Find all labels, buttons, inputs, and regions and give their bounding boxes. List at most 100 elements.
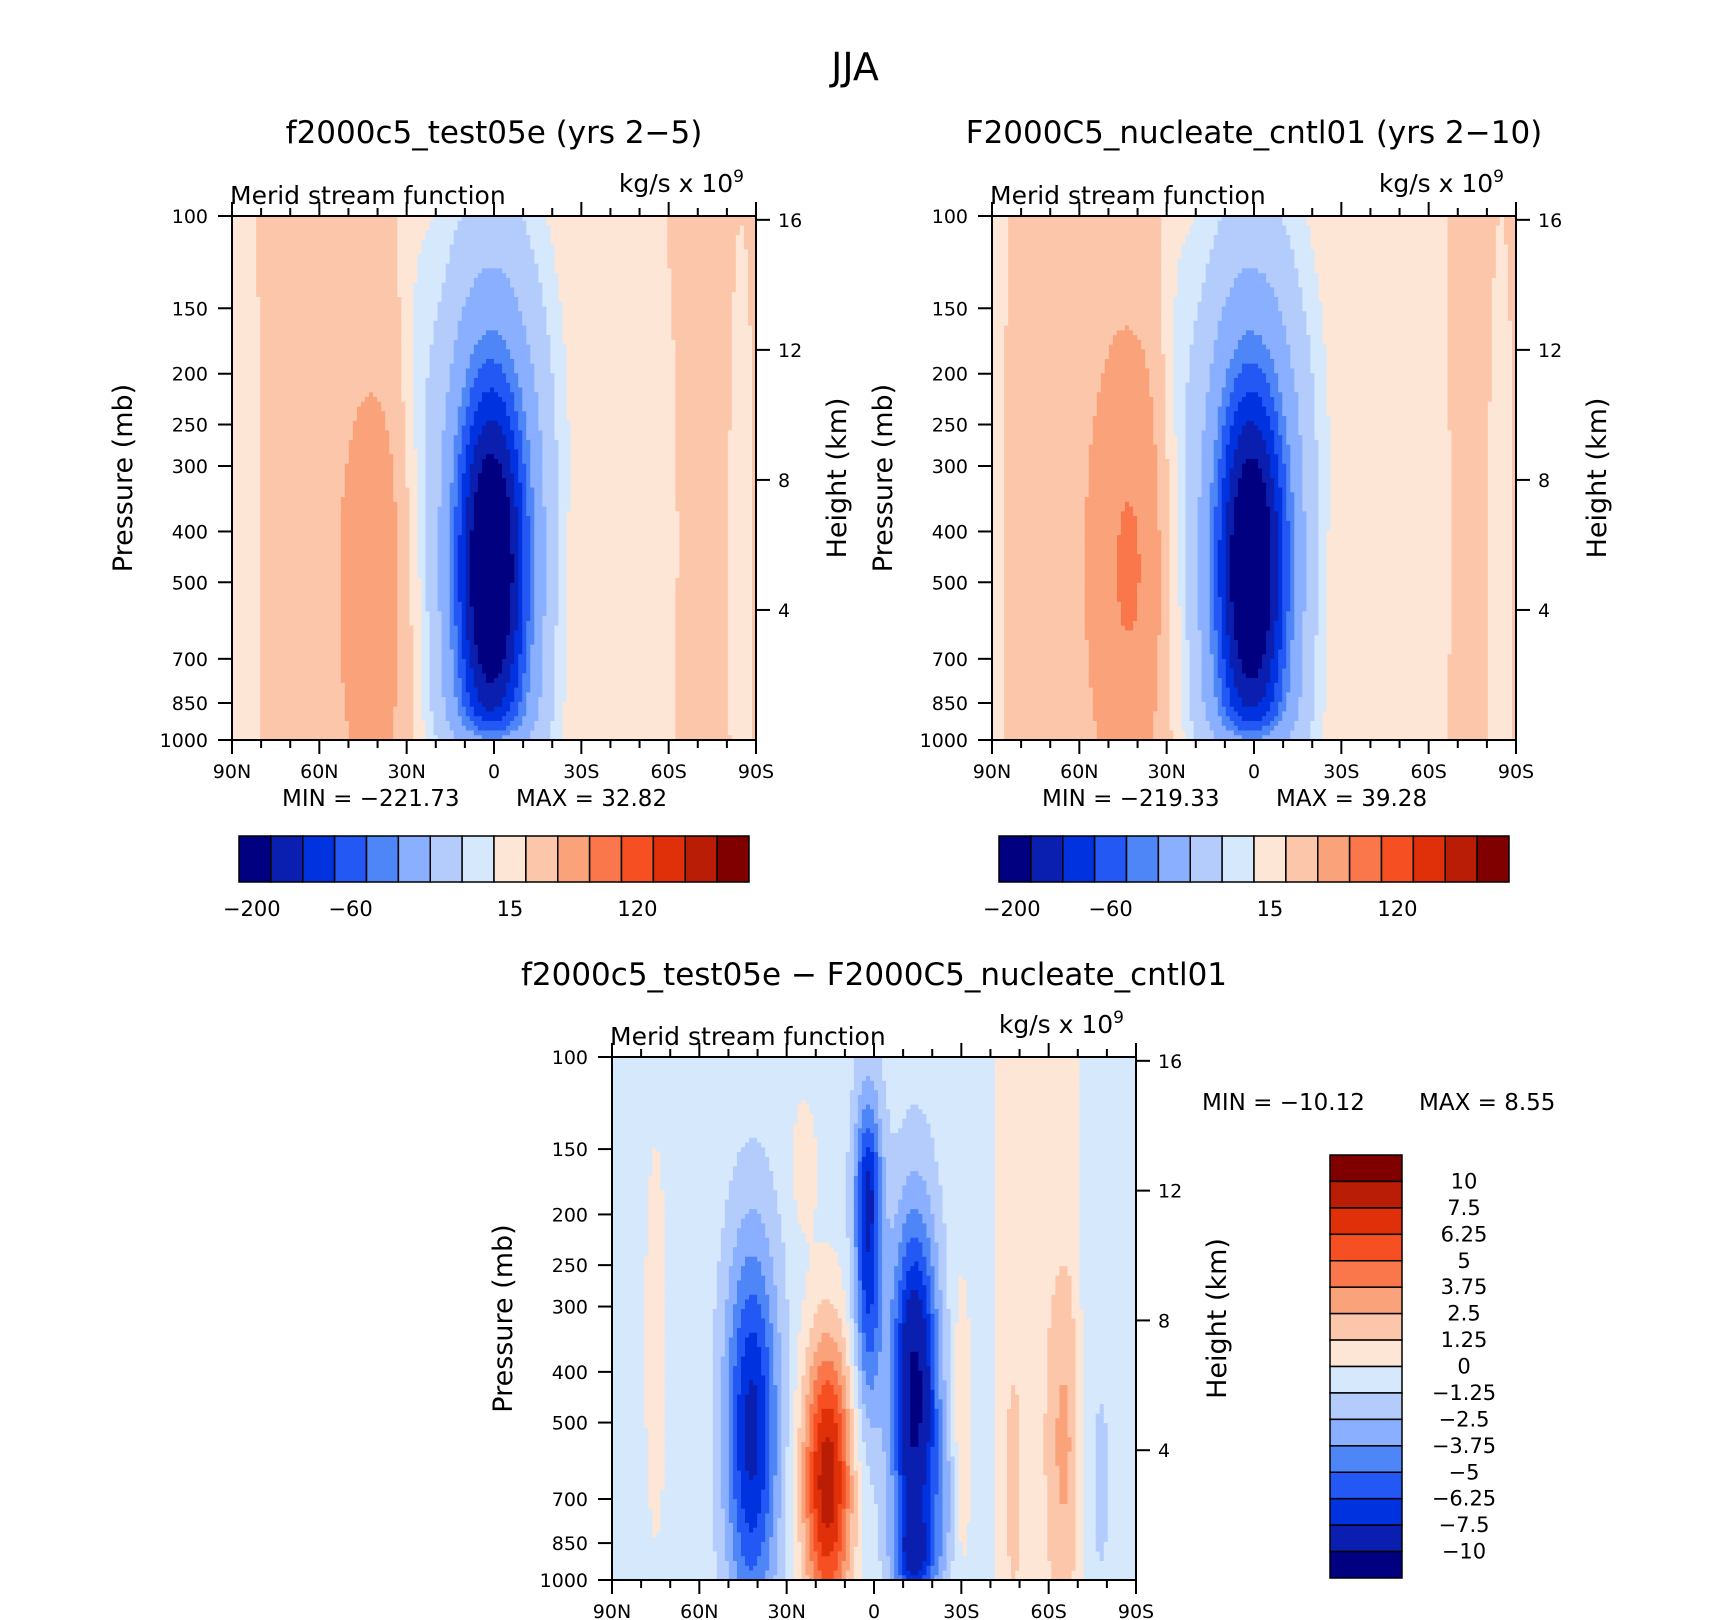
contour-cell	[1157, 492, 1170, 498]
contour-cell	[1004, 520, 1086, 527]
contour-cell	[1318, 458, 1332, 465]
contour-cell	[1084, 601, 1122, 608]
contour-cell	[918, 1104, 996, 1110]
contour-cell	[1447, 349, 1493, 355]
contour-cell	[1161, 349, 1174, 355]
contour-cell	[1447, 220, 1501, 227]
contour-cell	[1447, 654, 1489, 660]
y-tick-label: 100	[172, 206, 208, 228]
contour-cell	[1189, 349, 1215, 355]
contour-cell	[731, 392, 753, 398]
contour-cell	[1225, 597, 1231, 603]
contour-cell	[409, 616, 423, 622]
contour-cell	[857, 1133, 863, 1139]
contour-cell	[793, 1190, 819, 1196]
contour-cell	[340, 549, 398, 555]
contour-cell	[1314, 649, 1328, 655]
contour-cell	[727, 478, 753, 484]
contour-cell	[1197, 611, 1211, 617]
contour-cell	[1161, 325, 1174, 331]
contour-cell	[449, 249, 535, 255]
contour-cell	[550, 235, 668, 241]
contour-cell	[1511, 668, 1516, 674]
contour-cell	[890, 1114, 907, 1120]
contour-cell	[942, 1199, 996, 1205]
contour-cell	[1451, 625, 1489, 632]
contour-cell	[865, 1171, 871, 1177]
contour-cell	[449, 535, 455, 541]
contour-cell	[751, 578, 756, 584]
contour-cell	[1177, 478, 1187, 484]
contour-cell	[1205, 392, 1223, 398]
contour-cell	[566, 597, 676, 603]
contour-cell	[417, 273, 447, 279]
contour-cell	[522, 487, 527, 493]
contour-cell	[1161, 539, 1170, 546]
contour-cell	[1507, 249, 1516, 255]
contour-cell	[473, 454, 487, 460]
contour-cell	[260, 425, 354, 431]
contour-cell	[1326, 701, 1449, 708]
contour-cell	[1004, 497, 1086, 503]
contour-cell	[751, 692, 756, 698]
contour-cell	[232, 497, 261, 503]
contour-cell	[1096, 735, 1154, 740]
contour-cell	[1233, 630, 1267, 636]
contour-cell	[1511, 363, 1516, 370]
contour-cell	[1177, 539, 1187, 546]
contour-cell	[1507, 311, 1516, 317]
contour-cell	[232, 706, 261, 713]
contour-cell	[1282, 682, 1291, 689]
contour-cell	[1189, 678, 1203, 684]
contour-cell	[1116, 544, 1138, 551]
contour-cell	[751, 377, 756, 384]
contour-cell	[1447, 382, 1493, 389]
contour-cell	[1004, 654, 1090, 660]
contour-cell	[413, 711, 423, 717]
contour-cell	[930, 1133, 996, 1139]
colorbar-label: −200	[983, 897, 1041, 921]
contour-cell	[421, 711, 435, 717]
contour-cell	[1511, 558, 1516, 565]
contour-cell	[473, 411, 507, 417]
contour-cell	[1326, 544, 1453, 551]
contour-cell	[1225, 463, 1235, 470]
contour-cell	[878, 1185, 883, 1191]
contour-cell	[1262, 697, 1275, 703]
contour-cell	[1487, 416, 1513, 422]
contour-cell	[1511, 616, 1516, 622]
contour-cell	[1137, 611, 1162, 617]
contour-cell	[502, 668, 511, 674]
contour-cell	[232, 239, 257, 246]
contour-cell	[570, 487, 676, 493]
contour-cell	[1169, 482, 1179, 489]
contour-cell	[1213, 616, 1223, 622]
contour-cell	[1511, 439, 1516, 446]
contour-cell	[1229, 573, 1271, 579]
contour-cell	[413, 325, 435, 331]
contour-cell	[457, 597, 467, 603]
contour-cell	[1278, 525, 1283, 531]
contour-cell	[518, 601, 523, 608]
contour-cell	[518, 673, 523, 679]
contour-cell	[566, 616, 676, 622]
contour-cell	[409, 520, 419, 527]
contour-cell	[1286, 649, 1291, 655]
contour-cell	[727, 692, 753, 698]
contour-cell	[554, 249, 668, 255]
contour-cell	[731, 425, 753, 431]
contour-cell	[1197, 306, 1223, 312]
contour-cell	[453, 339, 479, 346]
contour-cell	[522, 558, 531, 565]
contour-cell	[1092, 711, 1154, 717]
contour-cell	[1169, 678, 1183, 684]
contour-cell	[1290, 349, 1312, 355]
contour-cell	[1221, 687, 1231, 693]
contour-cell	[1294, 573, 1307, 579]
contour-cell	[1229, 535, 1271, 541]
contour-cell	[1322, 325, 1449, 331]
contour-cell	[1447, 354, 1493, 360]
contour-cell	[1330, 482, 1453, 489]
contour-cell	[401, 377, 414, 384]
contour-cell	[461, 487, 471, 493]
